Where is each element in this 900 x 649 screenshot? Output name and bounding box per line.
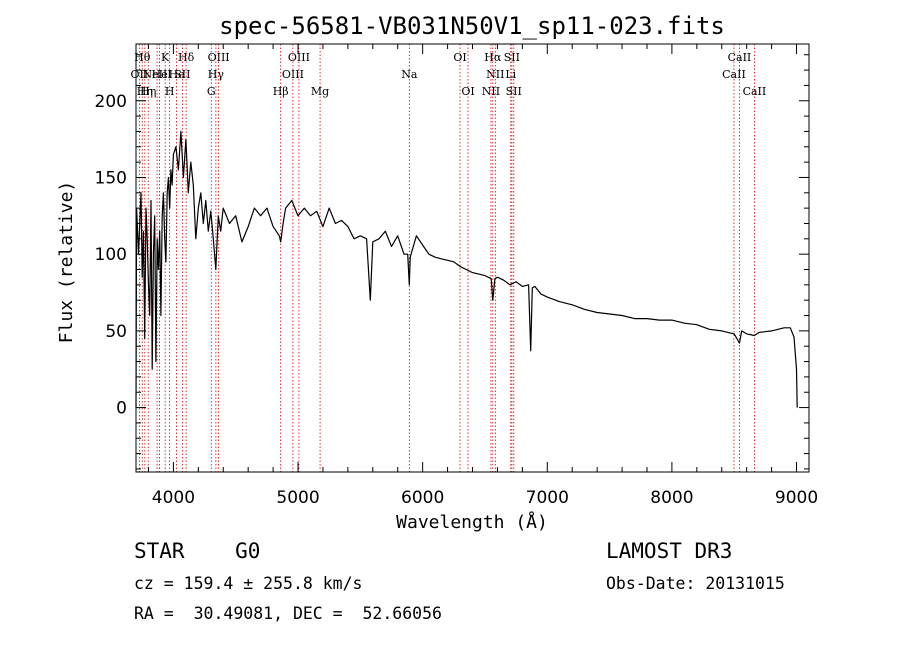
y-tick-label: 50 xyxy=(105,322,127,342)
line-marker-label-26: SII xyxy=(506,85,522,98)
line-marker-label-12: Hγ xyxy=(208,68,225,81)
x-tick-label: 4000 xyxy=(152,488,195,508)
plot-frame xyxy=(135,43,810,473)
spectrum-chart: spec-56581-VB031N50V1_sp11-023.fits OIIH… xyxy=(56,12,818,533)
chart-title: spec-56581-VB031N50V1_sp11-023.fits xyxy=(219,12,725,40)
line-marker-label-17: Mg xyxy=(311,85,329,98)
line-marker-label-9: SII xyxy=(174,68,190,81)
line-marker-label-24: Li xyxy=(505,68,516,81)
y-tick-label: 200 xyxy=(95,92,127,112)
x-axis: 4000 5000 6000 7000 8000 9000 xyxy=(147,44,818,508)
emission-line-labels: OIIHθHηHηNeIIIHeKHHeSIIHδGHγOIIIHβOIIIOI… xyxy=(131,51,767,98)
emission-line-markers xyxy=(138,44,755,472)
line-marker-label-5: He xyxy=(152,68,168,81)
line-marker-label-27: CaII xyxy=(722,68,746,81)
line-marker-label-14: Hβ xyxy=(273,85,289,98)
line-marker-label-3: Hη xyxy=(140,85,156,98)
spectrum-line xyxy=(135,130,798,408)
x-axis-label: Wavelength (Å) xyxy=(396,511,548,533)
line-marker-label-18: Na xyxy=(401,68,418,81)
y-tick-label: 150 xyxy=(95,168,127,188)
y-axis-label: Flux (relative) xyxy=(56,181,77,344)
y-axis: 0 50 100 150 200 xyxy=(95,54,809,470)
x-tick-label: 7000 xyxy=(526,488,569,508)
line-marker-label-15: OIII xyxy=(282,68,304,81)
line-marker-label-2: Hη xyxy=(137,85,153,98)
y-tick-label: 100 xyxy=(95,245,127,265)
line-marker-label-4: NeIII xyxy=(142,68,171,81)
x-tick-label: 5000 xyxy=(276,488,319,508)
line-marker-label-25: SII xyxy=(504,51,520,64)
obs-date-label: Obs-Date: 20131015 xyxy=(606,574,785,593)
line-marker-label-13: OIII xyxy=(208,51,230,64)
line-marker-label-23: NII xyxy=(486,68,504,81)
line-marker-label-11: G xyxy=(207,85,216,98)
y-tick-label: 0 xyxy=(116,399,127,419)
x-tick-label: 9000 xyxy=(775,488,818,508)
line-marker-label-21: NII xyxy=(482,85,500,98)
x-tick-label: 8000 xyxy=(650,488,693,508)
classification-label: STAR G0 xyxy=(134,539,261,563)
line-marker-label-20: OI xyxy=(461,85,474,98)
line-marker-label-6: K xyxy=(161,51,170,64)
line-marker-label-0: OII xyxy=(131,68,149,81)
x-tick-label: 6000 xyxy=(401,488,444,508)
line-marker-label-28: CaII xyxy=(728,51,752,64)
line-marker-label-22: Hα xyxy=(484,51,502,64)
line-marker-label-19: OI xyxy=(453,51,466,64)
survey-label: LAMOST DR3 xyxy=(606,539,733,563)
coordinates-label: RA = 30.49081, DEC = 52.66056 xyxy=(134,604,442,623)
redshift-label: cz = 159.4 ± 255.8 km/s xyxy=(134,574,363,593)
line-marker-label-29: CaII xyxy=(743,85,767,98)
line-marker-label-1: Hθ xyxy=(134,51,151,64)
line-marker-label-8: He xyxy=(169,68,185,81)
line-marker-label-7: H xyxy=(165,85,175,98)
line-marker-label-10: Hδ xyxy=(178,51,195,64)
line-marker-label-16: OIII xyxy=(288,51,310,64)
